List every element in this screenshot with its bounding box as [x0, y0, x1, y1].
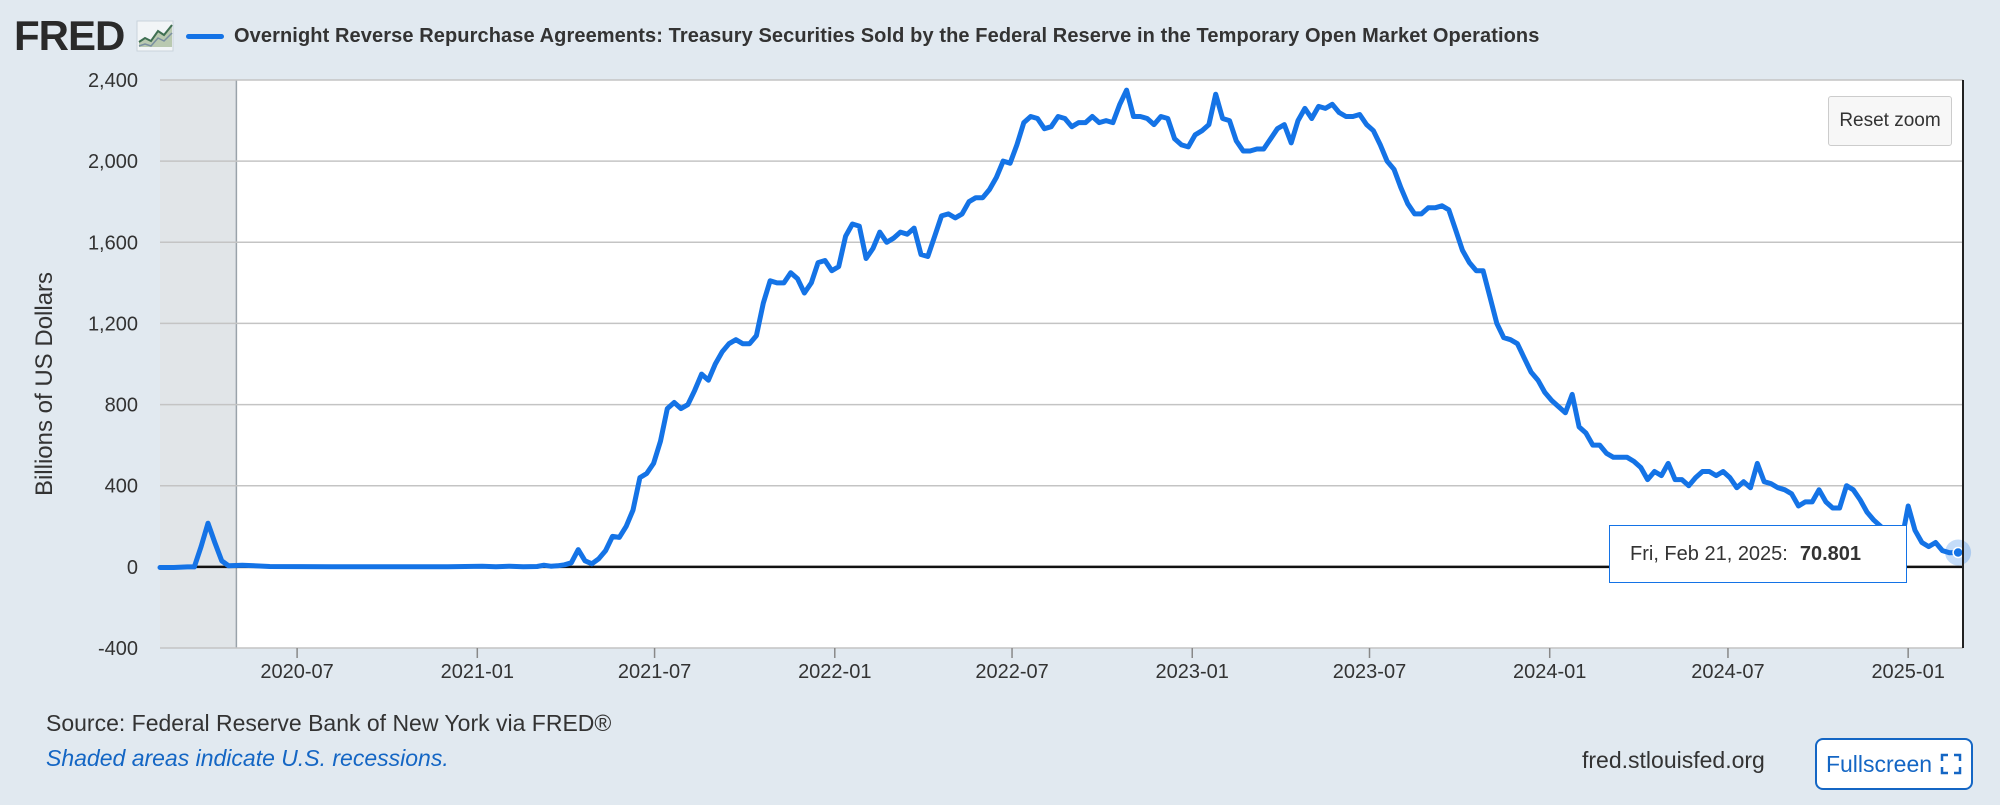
y-axis-ticks: -400 0 400 800 1,200 1,600 2,000 2,400	[88, 70, 138, 660]
y-tick-label: 1,600	[88, 232, 138, 254]
source-note: Source: Federal Reserve Bank of New York…	[46, 710, 612, 736]
fred-logo[interactable]: FRED	[14, 12, 125, 59]
legend-swatch	[186, 33, 224, 39]
y-tick-label: 1,200	[88, 313, 138, 335]
x-tick-label: 2023-07	[1333, 661, 1406, 683]
legend-item[interactable]: Overnight Reverse Repurchase Agreements:…	[186, 22, 1539, 50]
recession-note-link[interactable]: Shaded areas indicate U.S. recessions.	[46, 745, 449, 771]
fullscreen-button[interactable]: Fullscreen	[1815, 738, 1973, 790]
fullscreen-label: Fullscreen	[1825, 750, 1933, 777]
line-chart-icon	[136, 20, 174, 52]
y-tick-label: -400	[98, 638, 138, 660]
x-tick-label: 2024-07	[1691, 661, 1764, 683]
y-tick-label: 0	[127, 557, 138, 579]
x-tick-label: 2023-01	[1156, 661, 1229, 683]
y-tick-label: 2,000	[88, 151, 138, 173]
site-url: fred.stlouisfed.org	[1582, 747, 1765, 773]
x-tick-label: 2022-07	[975, 661, 1048, 683]
data-tooltip: Fri, Feb 21, 2025: 70.801	[1609, 525, 1907, 583]
y-tick-label: 800	[105, 395, 138, 417]
x-tick-label: 2021-01	[441, 661, 514, 683]
reset-zoom-button[interactable]: Reset zoom	[1828, 96, 1952, 146]
expand-icon	[1940, 753, 1962, 775]
x-tick-label: 2020-07	[260, 661, 333, 683]
series-layer	[157, 87, 1972, 570]
y-tick-label: 2,400	[88, 70, 138, 92]
legend-label: Overnight Reverse Repurchase Agreements:…	[234, 24, 1540, 47]
chart-header: FRED Overnight Reverse Repurchase Agreem…	[0, 0, 2000, 72]
hover-point	[1952, 546, 1964, 559]
x-tick-label: 2022-01	[798, 661, 871, 683]
series-line	[157, 87, 1961, 570]
tooltip-value: 70.801	[1799, 542, 1862, 565]
tooltip-date: Fri, Feb 21, 2025:	[1630, 542, 1788, 565]
x-tick-label: 2025-01	[1871, 661, 1944, 683]
x-tick-label: 2021-07	[618, 661, 691, 683]
x-axis-ticks: 2020-07 2021-01 2021-07 2022-01 2022-07 2023-…	[260, 648, 1945, 683]
y-tick-label: 400	[105, 476, 138, 498]
x-tick-label: 2024-01	[1513, 661, 1586, 683]
y-axis-title: Billions of US Dollars	[31, 272, 58, 496]
